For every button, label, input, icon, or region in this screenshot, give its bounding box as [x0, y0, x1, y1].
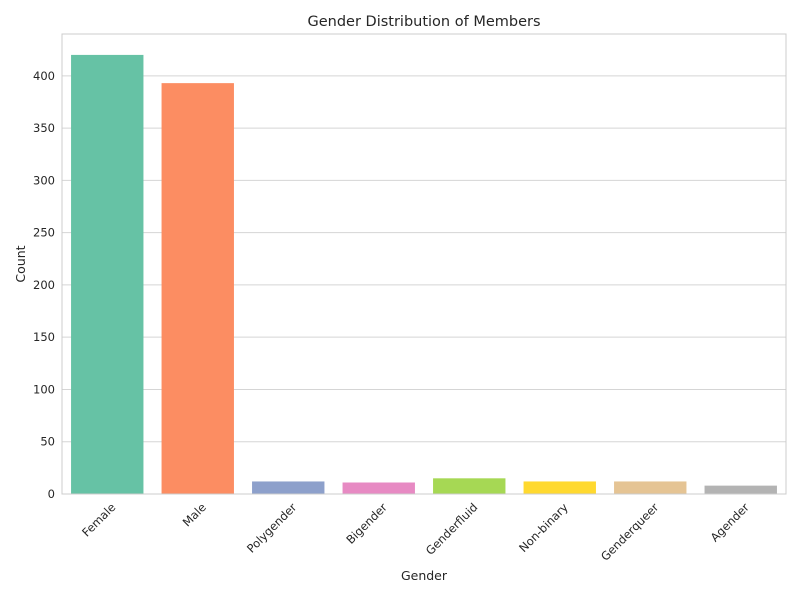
bar-agender — [704, 485, 777, 494]
y-tick-label: 100 — [33, 382, 55, 396]
y-tick-label: 350 — [33, 121, 55, 135]
bar-female — [71, 54, 144, 495]
x-tick-label: Male — [180, 500, 209, 529]
x-tick-labels: Female Male Polygender Bigender Genderfluid N… — [79, 500, 752, 564]
y-tick-label: 50 — [40, 435, 55, 449]
plot-frame — [61, 33, 787, 495]
x-tick-label: Genderqueer — [598, 500, 662, 564]
x-tick-label: Bigender — [343, 500, 390, 547]
y-tick-label: 200 — [33, 278, 55, 292]
y-tick-label: 250 — [33, 226, 55, 240]
bar-male — [161, 83, 234, 495]
bar-bigender — [342, 482, 415, 494]
bar-genderqueer — [614, 481, 687, 494]
x-axis-label: Gender — [401, 568, 448, 583]
y-axis-label: Count — [13, 245, 28, 282]
x-tick-label: Female — [79, 500, 118, 539]
bar-genderfluid — [433, 478, 506, 494]
y-tick-label: 150 — [33, 330, 55, 344]
bars — [71, 54, 777, 495]
y-tick-label: 300 — [33, 173, 55, 187]
chart-title: Gender Distribution of Members — [307, 14, 540, 30]
x-tick-label: Agender — [708, 500, 752, 544]
y-tick-label: 0 — [48, 487, 55, 501]
y-tick-label: 400 — [33, 69, 55, 83]
y-tick-labels: 0 50 100 150 200 250 300 350 400 — [33, 69, 55, 501]
bar-non-binary — [523, 481, 596, 494]
x-tick-label: Genderfluid — [423, 500, 481, 558]
x-tick-label: Polygender — [244, 500, 300, 556]
bar-polygender — [252, 481, 325, 494]
x-tick-label: Non-binary — [516, 500, 571, 555]
